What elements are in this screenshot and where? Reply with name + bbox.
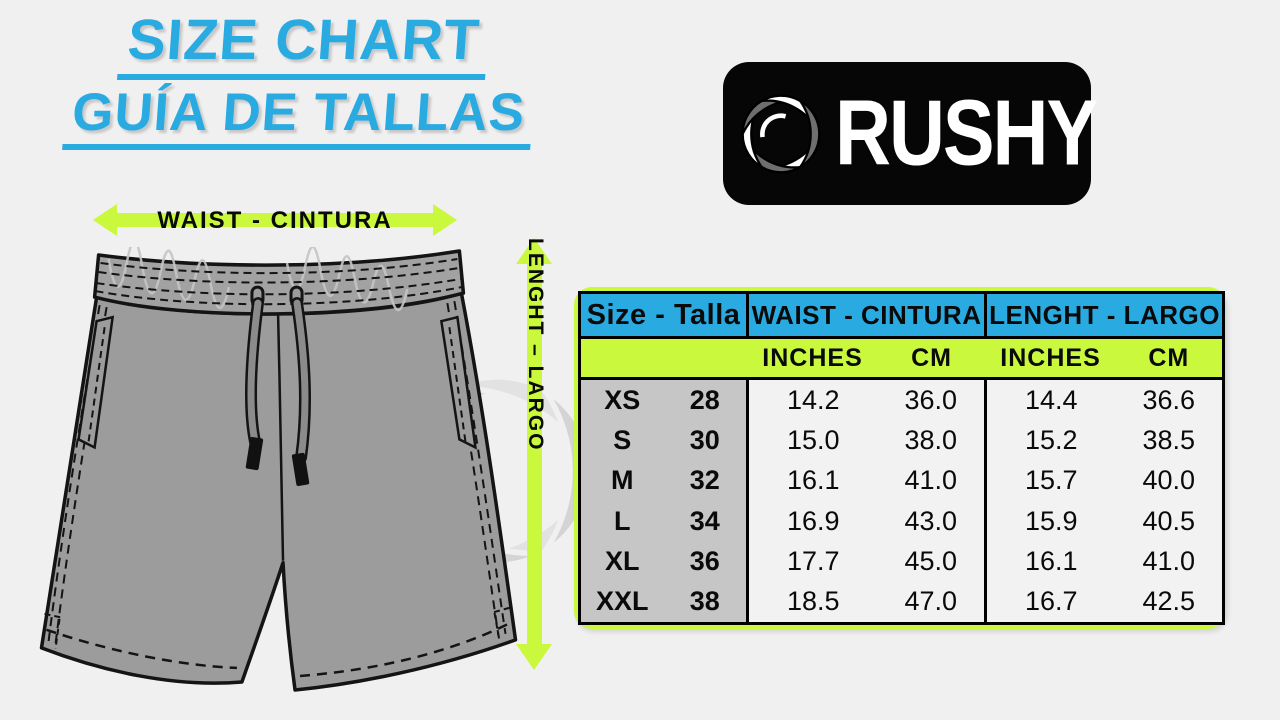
cell-length-cm: 42.5: [1142, 586, 1196, 617]
table-subheader-row: INCHES CM INCHES CM: [579, 337, 1224, 380]
cell-waist-in: 18.5: [746, 581, 878, 624]
cell-waist-in: 17.7: [746, 541, 878, 582]
size-table: Size - Talla WAIST - CINTURA LENGHT - LA…: [577, 291, 1226, 625]
col-group-length: LENGHT - LARGO: [984, 291, 1226, 339]
cell-waist-cm: 41.0: [904, 465, 958, 496]
swirl-vortex-icon: [737, 89, 825, 178]
page-title: SIZE CHART GUÍA DE TALLAS: [13, 8, 589, 150]
arrow-shaft: [527, 260, 542, 648]
size-table-frame: Size - Talla WAIST - CINTURA LENGHT - LA…: [574, 287, 1226, 629]
cell-length-in: 15.9: [984, 500, 1116, 542]
col-group-waist: WAIST - CINTURA: [746, 291, 988, 339]
cell-waist-in: 16.9: [746, 500, 878, 542]
cell-size-num: 34: [663, 500, 748, 542]
cell-waist-cm: 47.0: [904, 586, 958, 617]
title-english: SIZE CHART: [117, 8, 490, 80]
subheader-waist-cm: CM: [877, 337, 986, 380]
cell-length-cm: 41.0: [1142, 545, 1196, 576]
table-row-xs: XS 28 14.2 36.0 14.4 36.6: [579, 378, 1224, 421]
cell-waist-in: 15.0: [746, 420, 878, 461]
subheader-empty: [579, 337, 748, 380]
cell-size-num: 32: [663, 460, 748, 501]
col-group-size: Size - Talla: [577, 291, 750, 339]
cell-length-cm: 40.0: [1142, 465, 1196, 496]
shorts-sketch: [39, 247, 518, 692]
arrow-down-icon: [516, 644, 552, 670]
cell-length-in: 16.1: [984, 541, 1116, 582]
cell-waist-cm: 45.0: [904, 545, 958, 576]
arrow-right-icon: [433, 204, 457, 236]
table-row-s: S 30 15.0 38.0 15.2 38.5: [579, 420, 1224, 461]
subheader-length-inches: INCHES: [985, 337, 1116, 380]
cell-length-in: 15.7: [984, 460, 1116, 501]
cell-waist-cm: 43.0: [904, 505, 958, 536]
cell-waist-in: 16.1: [746, 460, 878, 501]
cell-size: XS: [579, 378, 664, 421]
table-row-l: L 34 16.9 43.0 15.9 40.5: [579, 500, 1224, 542]
waist-arrow-label: WAIST - CINTURA: [157, 207, 393, 234]
cell-size-num: 36: [663, 541, 748, 582]
cell-waist-in: 14.2: [746, 378, 878, 421]
cell-length-in: 16.7: [984, 581, 1116, 624]
cell-size-num: 30: [663, 420, 748, 461]
cell-length-cm: 40.5: [1142, 505, 1196, 536]
cell-waist-cm: 38.0: [904, 424, 958, 455]
brand-name: RUSHY: [834, 81, 1098, 186]
cell-length-in: 15.2: [984, 420, 1116, 461]
length-measure-arrow: LENGHT – LARGO: [516, 238, 552, 670]
cell-size: XL: [579, 541, 664, 582]
cell-size-num: 38: [663, 581, 748, 624]
arrow-shaft: [113, 213, 437, 227]
cell-length-in: 14.4: [984, 378, 1116, 421]
table-row-m: M 32 16.1 41.0 15.7 40.0: [579, 460, 1224, 501]
subheader-length-cm: CM: [1115, 337, 1224, 380]
brand-logo: RUSHY: [723, 62, 1098, 205]
cell-size: L: [579, 500, 664, 542]
table-row-xxl: XXL 38 18.5 47.0 16.7 42.5: [579, 581, 1224, 624]
table-row-xl: XL 36 17.7 45.0 16.1 41.0: [579, 541, 1224, 582]
cell-size: S: [579, 420, 664, 461]
table-header-row: Size - Talla WAIST - CINTURA LENGHT - LA…: [577, 291, 1226, 339]
cell-size: XXL: [579, 581, 664, 624]
cell-size-num: 28: [663, 378, 748, 421]
subheader-waist-inches: INCHES: [747, 337, 878, 380]
waist-measure-arrow: WAIST - CINTURA: [93, 204, 457, 236]
cell-waist-cm: 36.0: [904, 384, 958, 415]
cell-size: M: [579, 460, 664, 501]
arrow-up-icon: [516, 238, 552, 264]
length-arrow-label: LENGHT – LARGO: [524, 238, 547, 452]
title-spanish: GUÍA DE TALLAS: [61, 83, 536, 150]
cell-length-cm: 36.6: [1142, 384, 1196, 415]
cell-length-cm: 38.5: [1142, 424, 1196, 455]
